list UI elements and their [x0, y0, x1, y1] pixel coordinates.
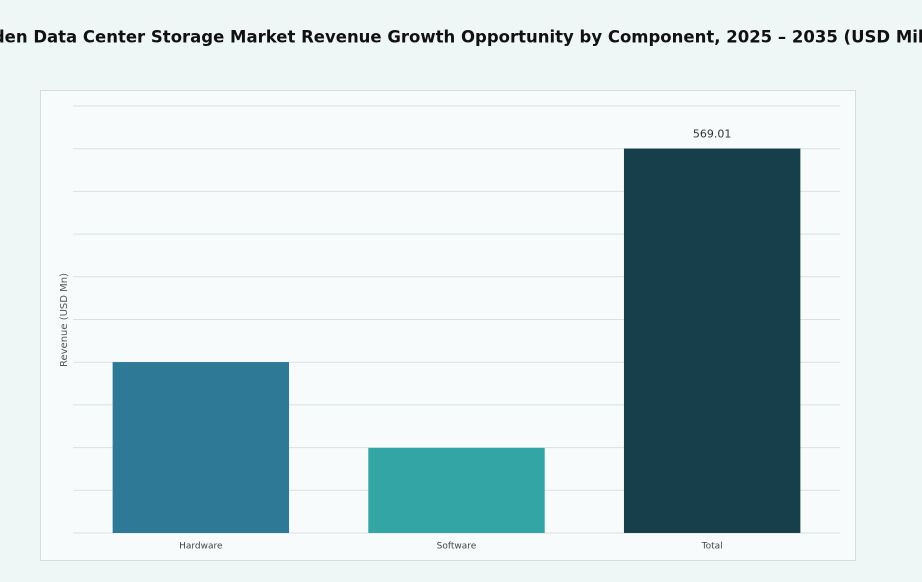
- data-label: 569.01: [693, 128, 732, 141]
- bar: [623, 148, 801, 534]
- y-axis-label: Revenue (USD Mn): [59, 273, 70, 367]
- x-tick-label: Total: [701, 542, 723, 552]
- x-tick-label: Software: [437, 542, 477, 552]
- chart-title: Sweden Data Center Storage Market Revenu…: [0, 28, 922, 47]
- x-tick-label: Hardware: [179, 542, 223, 552]
- bar: [112, 362, 290, 533]
- bar: [368, 447, 545, 533]
